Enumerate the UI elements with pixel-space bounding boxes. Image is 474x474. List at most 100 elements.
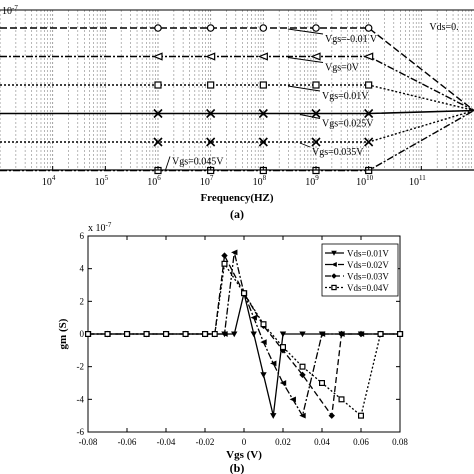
panel-a-series-marker (154, 81, 162, 89)
panel-b-series-marker (202, 331, 209, 338)
panel-b-legend-entry: Vds=0.01V (325, 249, 389, 259)
panel-b-series-marker (279, 331, 287, 338)
panel-b-legend-entry: Vds=0.02V (325, 260, 389, 270)
panel-b-series-marker (250, 331, 257, 338)
panel-a-series-marker (310, 52, 321, 61)
panel-b-series-marker (123, 331, 130, 338)
panel-a-series-labels: Vgs=-0.01 V Vgs=0V Vgs=0.01V Vgs=0.025V Vgs=… (164, 22, 459, 172)
panel-a-x-tick-label: 106 (147, 174, 161, 188)
panel-b-ylabel: gm (S) (57, 318, 69, 349)
panel-b-series-marker (163, 331, 170, 338)
panel-a-series-marker (312, 24, 320, 32)
panel-a-series-line (0, 55, 474, 112)
panel-a-series-marker (152, 52, 163, 61)
panel-b-series-marker (357, 330, 365, 338)
panel-b-x-tick-label: -0.04 (157, 437, 176, 447)
panel-b-legend-label: Vds=0.03V (347, 272, 389, 282)
panel-a-series-marker (311, 137, 321, 147)
panel-a-label-arrow (287, 85, 321, 92)
panel-b-ticks: -0.08 -0.06 -0.04 -0.02 0 0.02 0.04 0.06 0.08 -6 -… (77, 231, 409, 447)
panel-b-series-marker (280, 344, 287, 351)
panel-b-series-marker (279, 380, 287, 386)
panel-b-x-tick-label: -0.02 (196, 437, 215, 447)
panel-b-series-triangle-down (84, 290, 404, 419)
panel-a-label-arrow (287, 57, 324, 63)
panel-b-x-tick-label: 0 (242, 437, 247, 447)
panel-a-label-arrow (164, 156, 171, 172)
panel-a-grid (0, 10, 472, 170)
panel-a-series-marker (365, 81, 373, 89)
panel-b-series-marker (221, 331, 228, 337)
panel-b-y-tick-label: -6 (77, 427, 85, 437)
panel-a-series-marker (259, 81, 267, 89)
panel-a-x-tick-label: 1010 (356, 174, 374, 188)
panel-a-series-marker (364, 24, 373, 32)
panel-b-y-tick-label: 2 (80, 296, 85, 306)
panel-a-series-marker (205, 52, 216, 61)
panel-a-axis: 104 105 106 107 108 109 1010 1011 (0, 9, 474, 188)
panel-b-x-tick-label: -0.06 (118, 437, 137, 447)
panel-b-legend-marker (331, 273, 337, 279)
panel-a-series-line (0, 84, 474, 112)
panel-b-legend-marker (331, 250, 337, 256)
panel-a-legend-fragment: Vds=0. (429, 22, 458, 33)
panel-b: -0.08 -0.06 -0.04 -0.02 0 0.02 0.04 0.06 0.08 -6 -… (57, 221, 408, 474)
panel-a-series-marker (312, 81, 320, 89)
panel-a-label-arrow (287, 28, 324, 35)
panel-a-series-marker (153, 137, 163, 147)
panel-b-series-line (88, 253, 400, 418)
panel-a-label-arrow (299, 114, 321, 119)
panel-b-series-marker (319, 380, 326, 387)
panel-b-series-marker (104, 331, 111, 338)
panel-a-series-label: Vgs=-0.01 V (325, 34, 378, 45)
panel-a-series-marker (363, 52, 374, 61)
panel-b-y-tick-label: 4 (80, 264, 85, 274)
panel-a-series-marker (206, 108, 216, 119)
panel-b-series-marker (260, 321, 267, 328)
panel-b-series-marker (221, 260, 228, 267)
panel-b-y-tick-label: -2 (77, 362, 85, 372)
panel-a-series-marker (258, 108, 268, 119)
panel-a-series-marker (206, 137, 216, 147)
panel-a-label-arrow (299, 142, 311, 148)
panel-a-series-label: Vgs=0V (325, 63, 360, 74)
panel-a-x-tick-label: 108 (253, 174, 267, 188)
panel-a-series-marker (154, 24, 162, 32)
panel-a-x-tick-label: 104 (42, 174, 56, 188)
panel-b-series-marker (338, 330, 345, 338)
panel-b-legend-label: Vds=0.02V (347, 260, 389, 270)
panel-a-multiplier: 10-7 (2, 4, 18, 17)
panel-b-series-marker (377, 331, 384, 338)
panel-b-legend-marker (331, 284, 337, 291)
panel-a-x-tick-label: 1011 (409, 174, 426, 188)
panel-b-multiplier: x 10-7 (88, 221, 112, 234)
panel-b-series-marker (231, 249, 238, 256)
panel-a-x-tick-label: 109 (305, 174, 319, 188)
panel-b-x-tick-label: 0.02 (275, 437, 291, 447)
panel-a-series-line (0, 27, 474, 112)
panel-a-series-marker (257, 52, 268, 61)
panel-a-series-marker (311, 108, 321, 119)
panel-b-series-marker (299, 371, 306, 379)
panel-a-series-marker (153, 108, 163, 119)
panel-b-series-marker (328, 412, 335, 419)
panel-b-series-marker (299, 331, 306, 338)
panel-b-legend-label: Vds=0.04V (347, 283, 389, 293)
panel-b-series-marker (289, 396, 296, 403)
panel-b-series-marker (143, 331, 150, 338)
panel-a-series-marker (206, 24, 215, 32)
panel-b-series-marker (231, 331, 238, 338)
panel-b-y-tick-label: 0 (80, 329, 85, 339)
panel-b-legend-marker (331, 261, 337, 268)
panel-b-series-marker (270, 413, 277, 419)
panel-b-series-marker (221, 252, 228, 259)
panel-b-legend-label: Vds=0.01V (347, 249, 389, 259)
panel-b-series-marker (338, 396, 345, 403)
panel-b-series-marker (299, 363, 306, 370)
panel-a-series-marker (364, 137, 374, 147)
panel-a-series-label: Vgs=0.025V (322, 119, 374, 130)
panel-a: Vgs=-0.01 V Vgs=0V Vgs=0.01V Vgs=0.025V Vgs=… (0, 4, 474, 221)
panel-b-series-marker (84, 331, 91, 338)
panel-b-x-tick-label: 0.04 (314, 437, 330, 447)
